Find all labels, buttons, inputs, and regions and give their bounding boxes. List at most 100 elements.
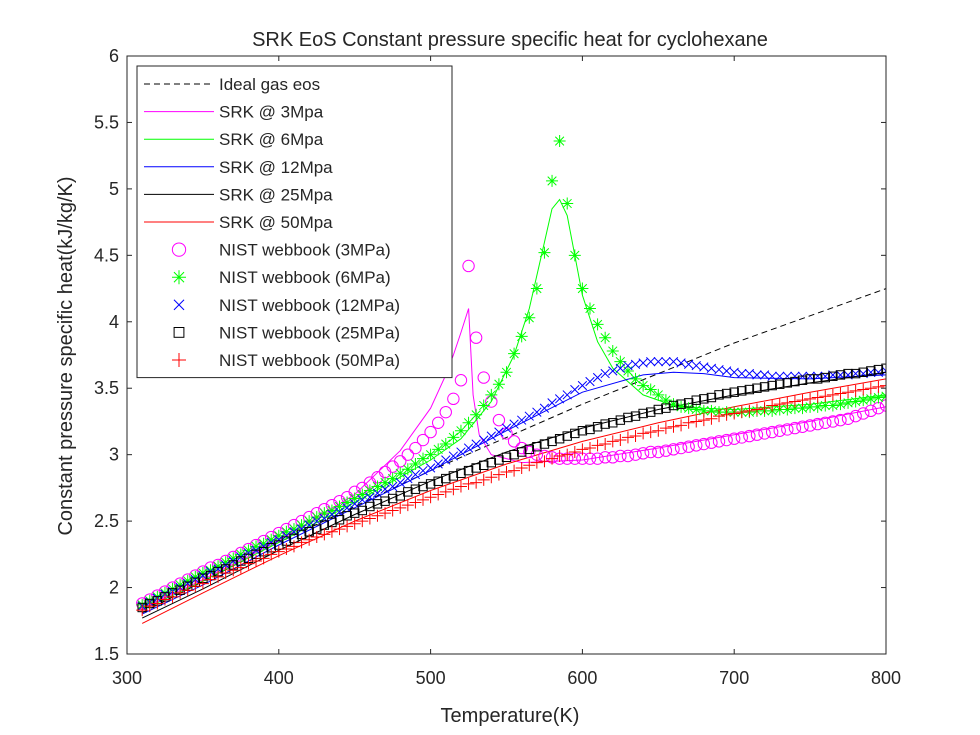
data-point xyxy=(196,577,209,590)
data-point xyxy=(424,425,437,439)
data-point xyxy=(682,402,695,415)
data-point xyxy=(873,364,884,375)
data-point xyxy=(439,405,452,419)
data-point xyxy=(591,318,604,331)
data-point xyxy=(425,463,436,473)
data-point xyxy=(403,487,413,497)
data-point xyxy=(691,360,701,371)
data-point xyxy=(219,566,232,579)
data-point xyxy=(667,443,680,456)
data-point xyxy=(690,415,703,428)
data-point xyxy=(431,416,445,429)
data-point xyxy=(675,419,688,432)
data-point xyxy=(659,394,672,407)
data-point xyxy=(834,398,847,411)
data-point xyxy=(516,447,527,457)
data-point xyxy=(401,448,415,461)
data-point xyxy=(310,511,323,524)
data-point xyxy=(646,407,656,417)
data-point xyxy=(621,431,634,444)
data-point xyxy=(697,414,710,427)
series-markers-4 xyxy=(136,379,886,617)
data-point xyxy=(599,331,612,344)
data-point xyxy=(728,432,741,445)
data-point xyxy=(492,378,505,391)
x-tick-label: 700 xyxy=(719,668,749,688)
data-point xyxy=(448,451,459,461)
data-point xyxy=(843,368,853,379)
data-point xyxy=(674,441,688,455)
legend-marker xyxy=(173,299,185,311)
data-point xyxy=(409,441,422,455)
data-point xyxy=(629,430,642,443)
data-point xyxy=(805,374,815,384)
data-point xyxy=(547,398,557,408)
data-point xyxy=(515,441,528,455)
legend-label: NIST webbook (25MPa) xyxy=(219,323,400,342)
data-point xyxy=(803,419,817,432)
data-point xyxy=(372,488,383,498)
data-point xyxy=(136,604,149,617)
data-point xyxy=(690,439,703,452)
y-tick-label: 4.5 xyxy=(94,245,119,265)
data-point xyxy=(356,488,369,501)
data-point xyxy=(327,509,337,520)
data-point xyxy=(705,404,718,417)
data-point xyxy=(227,564,240,577)
legend-entry: Ideal gas eos xyxy=(144,75,320,94)
data-point xyxy=(699,362,709,372)
data-point xyxy=(509,449,519,460)
data-point xyxy=(659,422,672,435)
data-point xyxy=(606,345,619,358)
data-point xyxy=(439,438,452,451)
data-point xyxy=(257,537,270,550)
data-point xyxy=(243,548,254,558)
data-point xyxy=(547,436,557,447)
data-point xyxy=(705,412,718,425)
legend-label: NIST webbook (50MPa) xyxy=(219,351,400,370)
y-axis-label: Constant pressure specific heat(kJ/kg/K) xyxy=(55,176,77,535)
data-point xyxy=(530,456,543,469)
data-point xyxy=(318,507,331,520)
legend-label: NIST webbook (6MPa) xyxy=(219,268,391,287)
data-point xyxy=(714,364,724,375)
legend-entry: SRK @ 25Mpa xyxy=(144,185,333,204)
data-point xyxy=(623,412,633,423)
data-point xyxy=(849,395,862,408)
axes: 300 400 500 600 700 800 1.5 2 2.5 3 3.5 4 4.5 5 5.5 6 xyxy=(94,46,901,688)
data-point xyxy=(841,412,855,425)
data-point xyxy=(697,437,711,451)
y-tick-label: 6 xyxy=(109,46,119,66)
data-point xyxy=(796,394,809,407)
data-point xyxy=(242,557,255,570)
data-point xyxy=(599,438,612,451)
y-tick-label: 2 xyxy=(109,578,119,598)
data-point xyxy=(713,410,726,423)
data-point xyxy=(592,372,603,383)
data-point xyxy=(485,471,498,484)
data-point xyxy=(691,395,701,405)
data-point xyxy=(424,491,437,504)
data-point xyxy=(341,496,354,509)
y-tick-label: 2.5 xyxy=(94,511,119,531)
data-point xyxy=(813,371,823,381)
data-point xyxy=(507,435,521,448)
data-point xyxy=(454,424,467,437)
data-point xyxy=(682,440,695,453)
data-point xyxy=(675,400,688,413)
data-point xyxy=(568,446,581,459)
data-point xyxy=(447,431,460,444)
legend-label: SRK @ 25Mpa xyxy=(219,185,333,204)
data-point xyxy=(281,531,292,541)
data-point xyxy=(509,419,519,429)
data-point xyxy=(606,435,619,448)
y-tick-label: 3.5 xyxy=(94,378,119,398)
data-point xyxy=(387,493,398,504)
data-point xyxy=(636,447,650,460)
data-point xyxy=(788,402,801,415)
data-point xyxy=(615,363,626,373)
data-point xyxy=(234,548,247,561)
data-point xyxy=(872,380,885,393)
data-point xyxy=(546,174,559,187)
